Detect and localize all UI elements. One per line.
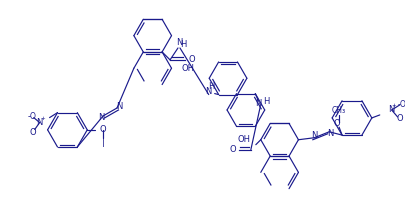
Text: H: H [209,82,215,91]
Text: O: O [396,114,403,123]
Text: |: | [102,138,104,147]
Text: -O: -O [27,112,36,121]
Text: OH: OH [238,135,251,144]
Text: H: H [180,41,186,49]
Text: +: + [40,116,45,121]
Text: O: O [189,55,195,64]
Text: N: N [311,131,318,140]
Text: CH₃: CH₃ [332,106,346,115]
Text: +: + [391,102,396,108]
Text: N: N [176,38,182,46]
Text: O: O [99,125,106,134]
Text: O: O [30,128,36,137]
Text: O: O [334,119,341,128]
Text: N: N [116,102,122,110]
Text: N: N [327,129,333,138]
Text: O: O [230,145,237,154]
Text: -O: -O [397,100,405,108]
Text: N: N [98,113,104,122]
Text: OH: OH [181,64,194,73]
Text: H: H [263,97,269,106]
Text: N: N [36,118,43,127]
Text: N: N [205,87,212,96]
Text: N: N [255,99,262,108]
Text: N: N [388,105,395,115]
